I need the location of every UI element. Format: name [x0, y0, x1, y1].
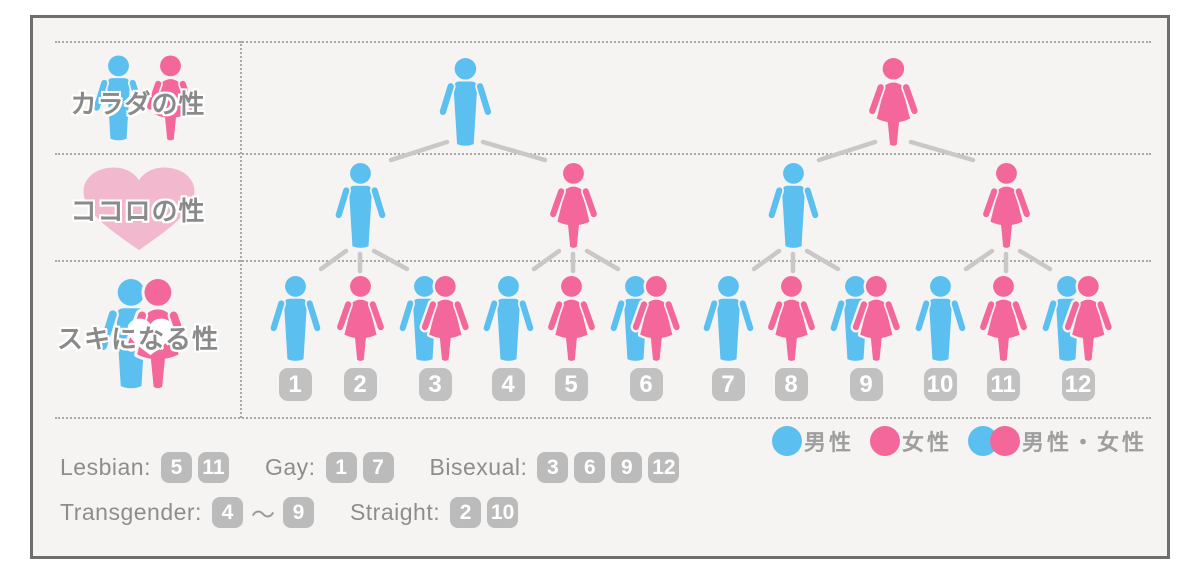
figure-male: [334, 163, 387, 250]
figure-number-badge: 4: [491, 368, 525, 401]
row-label-mind-gender: ココロの性: [70, 196, 206, 226]
figure-couple: [1041, 276, 1115, 363]
orientation-number-badge: 3: [537, 452, 569, 483]
legend-item-couple: 男性・女性: [967, 425, 1147, 457]
orientation-label: Transgender:: [60, 499, 202, 525]
orientation-label: Gay:: [264, 454, 316, 480]
legend-label: 女性: [901, 430, 952, 455]
figure-female: [977, 276, 1030, 363]
figure-female: [334, 276, 387, 363]
figure-male: [438, 58, 493, 148]
figure-number-badge: 1: [278, 368, 312, 401]
figure-male: [702, 276, 755, 363]
figure-male: [269, 276, 322, 363]
orientation-number-badge: 1: [325, 452, 357, 483]
orientation-category: Gay: 1 7: [265, 452, 400, 483]
legend-female-icon: [869, 426, 900, 456]
legend-item-male: 男性: [771, 425, 854, 457]
orientation-row: Lesbian: 5 11 Gay: 1 7 Bisexual: 3 6 9 12: [60, 451, 715, 484]
figure-number-badge: 5: [554, 368, 588, 401]
legend-label: 男性・女性: [1021, 430, 1147, 455]
divider-row1-row2: [55, 153, 1151, 155]
divider-top: [55, 41, 1151, 43]
orientation-number-badge: 9: [282, 497, 314, 528]
figure-number-badge: 9: [849, 368, 883, 401]
orientation-number-badge: 2: [450, 497, 482, 528]
row-label-attraction: スキになる性: [56, 324, 219, 354]
divider-label-column: [240, 41, 242, 418]
orientation-category: Transgender: 4 〜 9: [60, 495, 320, 530]
orientation-category: Bisexual: 3 6 9 12: [430, 452, 686, 483]
orientation-number-badge: 6: [574, 452, 606, 483]
orientation-category: Lesbian: 5 11: [60, 452, 235, 483]
figure-number-badge: 12: [1061, 368, 1095, 401]
orientation-label: Bisexual:: [429, 454, 528, 480]
figure-number-badge: 6: [629, 368, 663, 401]
figure-female: [866, 58, 921, 148]
orientation-label: Straight:: [349, 499, 441, 525]
figure-number-badge: 8: [774, 368, 808, 401]
orientation-number-badge: 4: [211, 497, 243, 528]
legend-male-icon: [771, 426, 802, 456]
orientation-number-badge: 5: [160, 452, 192, 483]
orientation-number-badge: 11: [197, 452, 229, 483]
orientation-category: Straight: 2 10: [350, 497, 524, 528]
figure-number-badge: 3: [418, 368, 452, 401]
row-label-body-sex: カラダの性: [70, 89, 206, 119]
figure-couple: [829, 276, 903, 363]
figure-number-badge: 7: [711, 368, 745, 401]
range-tilde: 〜: [250, 502, 275, 529]
figure-number-badge: 2: [343, 368, 377, 401]
gender-diagram-board: カラダの性 ココロの性 スキになる性 1 2 3 4 5 6 7 8 9 10 11 12 男性 女性男…: [30, 15, 1170, 559]
figure-number-badge: 10: [923, 368, 957, 401]
figure-male: [482, 276, 535, 363]
legend-item-female: 女性: [869, 425, 952, 457]
legend-label: 男性: [803, 430, 854, 455]
figure-female: [765, 276, 818, 363]
orientation-number-badge: 7: [362, 452, 394, 483]
figure-couple: [398, 276, 472, 363]
legend-couple-icon: [967, 426, 1020, 456]
figure-female: [545, 276, 598, 363]
figure-male: [914, 276, 967, 363]
legend: 男性 女性 男性・女性: [771, 425, 1147, 457]
orientation-row: Transgender: 4 〜 9 Straight: 2 10: [60, 496, 715, 529]
figure-female: [547, 163, 600, 250]
orientation-number-badge: 12: [648, 452, 680, 483]
tree-connector-lines: [318, 139, 1053, 274]
figure-number-badge: 11: [986, 368, 1020, 401]
figure-couple: [609, 276, 683, 363]
orientation-number-badge: 10: [487, 497, 519, 528]
orientation-list: Lesbian: 5 11 Gay: 1 7 Bisexual: 3 6 9 12 Transgend…: [60, 451, 715, 541]
figure-male: [767, 163, 820, 250]
divider-bottom: [55, 417, 1151, 419]
orientation-label: Lesbian:: [60, 454, 151, 480]
figure-female: [980, 163, 1033, 250]
orientation-number-badge: 9: [611, 452, 643, 483]
